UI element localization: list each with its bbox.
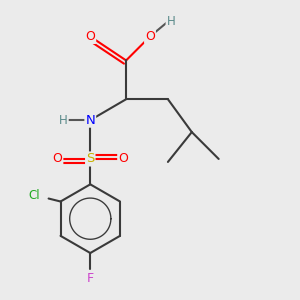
Text: O: O: [145, 30, 155, 43]
Text: O: O: [118, 152, 128, 166]
Text: S: S: [86, 152, 94, 166]
Text: O: O: [85, 30, 95, 43]
Text: N: N: [85, 114, 95, 127]
Text: Cl: Cl: [28, 189, 40, 202]
Text: F: F: [87, 272, 94, 285]
Text: H: H: [167, 15, 175, 28]
Text: H: H: [59, 114, 68, 127]
Text: O: O: [52, 152, 62, 166]
